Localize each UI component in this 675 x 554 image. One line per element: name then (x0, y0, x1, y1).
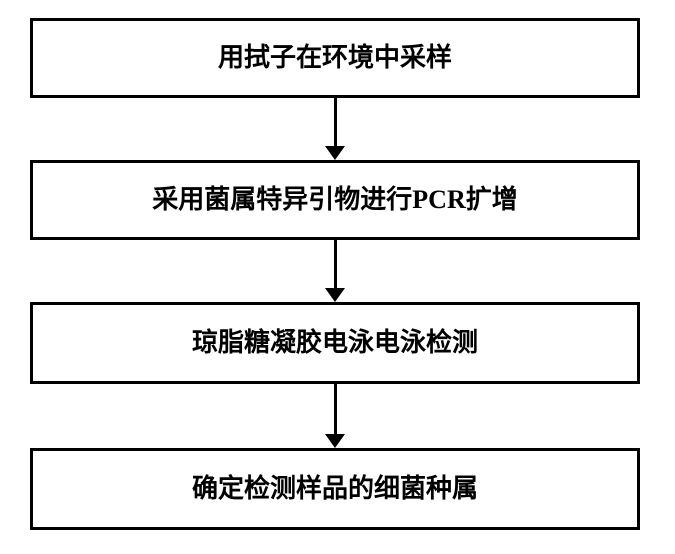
flowchart-canvas: 用拭子在环境中采样 采用菌属特异引物进行PCR扩增 琼脂糖凝胶电泳电泳检测 确定… (0, 0, 675, 554)
flowchart-arrow-line (334, 98, 337, 146)
node-label: 用拭子在环境中采样 (218, 42, 452, 73)
flowchart-arrow-head (325, 146, 345, 160)
flowchart-arrow-head (325, 434, 345, 448)
flowchart-node-step4: 确定检测样品的细菌种属 (30, 448, 640, 530)
flowchart-node-step2: 采用菌属特异引物进行PCR扩增 (30, 160, 640, 240)
node-label: 确定检测样品的细菌种属 (192, 473, 478, 504)
flowchart-node-step3: 琼脂糖凝胶电泳电泳检测 (30, 302, 640, 384)
flowchart-arrow-line (334, 384, 337, 434)
flowchart-arrow-head (325, 288, 345, 302)
flowchart-node-step1: 用拭子在环境中采样 (30, 18, 640, 98)
node-label: 采用菌属特异引物进行PCR扩增 (152, 184, 517, 215)
flowchart-arrow-line (334, 240, 337, 288)
node-label: 琼脂糖凝胶电泳电泳检测 (192, 327, 478, 358)
